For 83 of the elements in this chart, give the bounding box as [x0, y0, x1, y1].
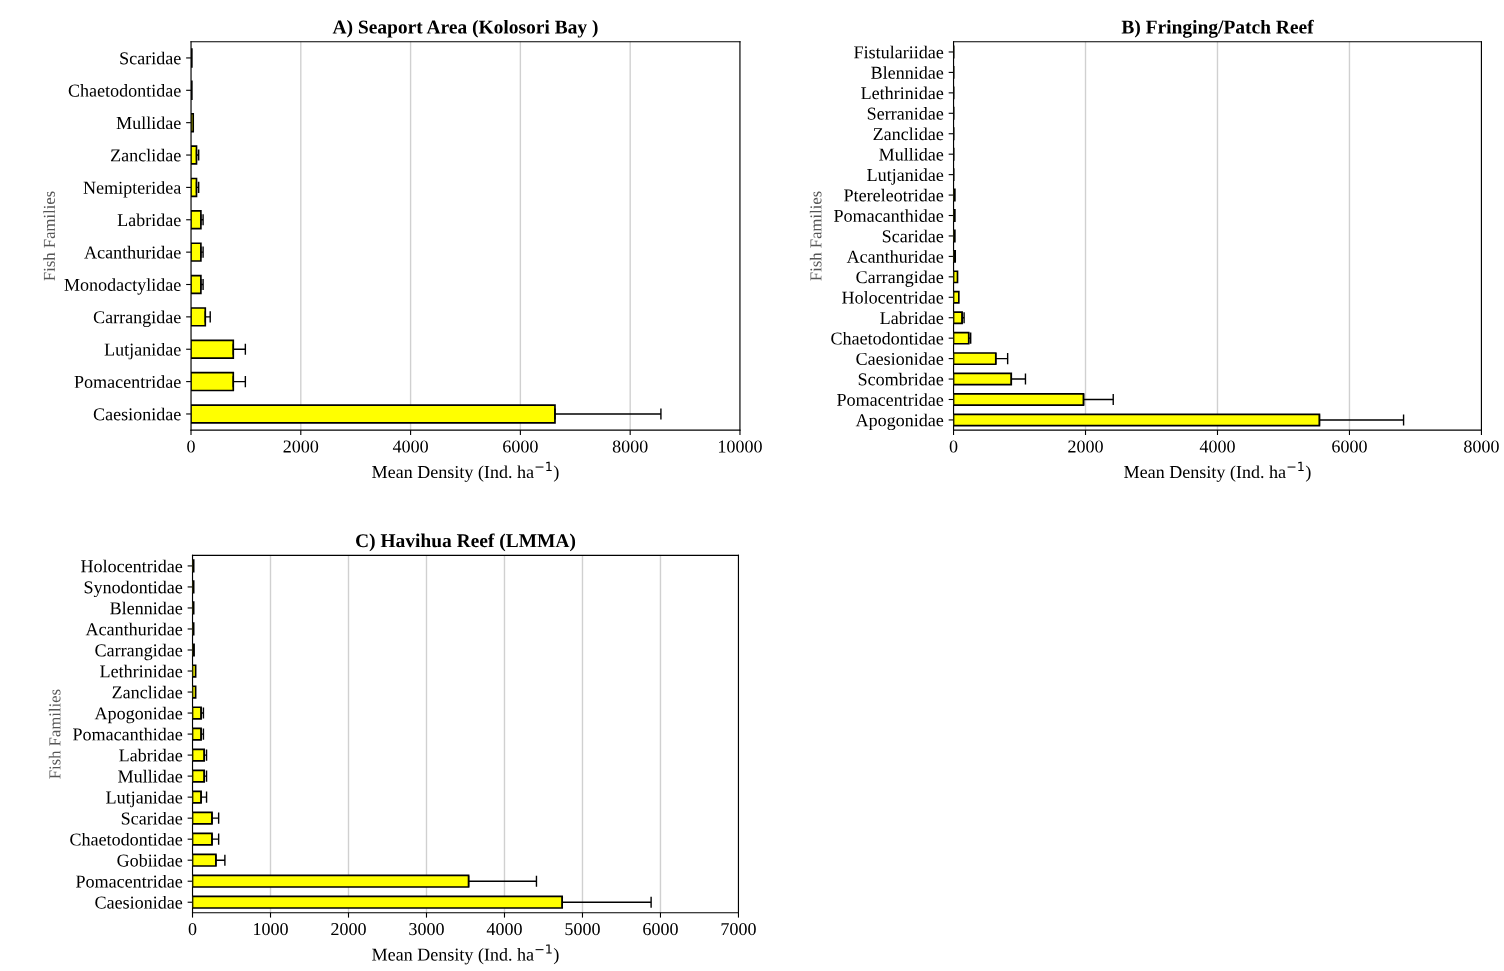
y-tick-label: Pomacanthidae: [73, 727, 183, 741]
y-tick-label: Lutjanidae: [106, 790, 183, 808]
y-tick-label: Mullidae: [879, 147, 944, 161]
y-tick-label: Blennidae: [871, 66, 944, 79]
y-tick-label: Lutjanidae: [104, 342, 181, 360]
bar: [192, 811, 213, 825]
y-tick-label: Caesionidae: [95, 895, 183, 909]
y-tick-label: Carrangidae: [93, 310, 181, 328]
y-tick-label: Scombridae: [858, 372, 944, 386]
x-tick-label: 6000: [643, 922, 678, 936]
y-tick-label: Scaridae: [121, 811, 183, 825]
chart-title: B) Fringing/Patch Reef: [1121, 19, 1314, 38]
y-tick-label: Pomacanthidae: [834, 209, 944, 222]
y-tick-label: Holocentridae: [842, 291, 944, 304]
x-axis-title: Mean Density (Ind. ha$^{−1}$): [372, 461, 559, 482]
x-axis-title: Mean Density (Ind. ha$^{−1}$): [1124, 461, 1311, 482]
y-tick-label: Fistulariidae: [854, 45, 944, 59]
x-tick-label: 0: [188, 922, 197, 936]
x-tick-label: 1000: [254, 922, 288, 936]
y-tick-label: Ptereleotridae: [844, 188, 944, 202]
y-tick-label: Labridae: [880, 311, 944, 325]
y-tick-label: Pomacentridae: [837, 393, 944, 406]
y-tick-label: Serranidae: [867, 107, 944, 120]
bar: [953, 331, 970, 345]
y-tick-label: Acanthuridae: [846, 250, 944, 263]
bar: [953, 290, 960, 304]
x-axis-title: Mean Density (Ind. ha$^{−1}$): [372, 944, 559, 965]
y-tick-label: Apogonidae: [94, 706, 183, 724]
x-tick-label: 0: [187, 440, 195, 453]
x-tick-label: 3000: [409, 922, 444, 936]
x-tick-label: 6000: [1332, 440, 1367, 453]
y-tick-label: Carrangidae: [95, 643, 183, 661]
x-tick-label: 5000: [565, 922, 600, 936]
y-tick-label: Carrangidae: [856, 270, 944, 287]
y-tick-label: Lethrinidae: [861, 86, 944, 100]
y-tick-label: Gobiidae: [117, 853, 183, 867]
y-tick-label: Chaetodontidae: [831, 331, 944, 345]
x-tick-label: 4000: [392, 440, 428, 453]
x-tick-label: 2000: [331, 922, 366, 936]
x-tick-label: 10000: [718, 440, 762, 453]
x-tick-label: 4000: [486, 922, 522, 936]
y-tick-label: Zanclidae: [110, 148, 181, 162]
x-tick-label: 6000: [503, 440, 538, 453]
chart-title: C) Havihua Reef (LMMA): [356, 533, 576, 552]
bar: [192, 853, 217, 867]
y-tick-label: Labridae: [117, 213, 181, 227]
bar: [192, 748, 206, 762]
x-tick-label: 2000: [283, 440, 319, 453]
y-tick-label: Lethrinidae: [100, 664, 183, 678]
y-tick-label: Mullidae: [118, 769, 183, 783]
bar: [192, 832, 213, 846]
x-tick-label: 8000: [612, 440, 648, 453]
x-tick-label: 4000: [1199, 440, 1235, 453]
y-tick-label: Blennidae: [110, 601, 183, 615]
y-tick-label: Caesionidae: [856, 352, 944, 366]
x-tick-label: 2000: [1068, 440, 1103, 453]
y-tick-label: Scaridae: [882, 229, 944, 243]
y-tick-label: Zanclidae: [873, 127, 944, 141]
y-tick-label: Chaetodontidae: [68, 84, 181, 97]
x-tick-label: 8000: [1464, 440, 1499, 453]
y-tick-label: Synodontidae: [84, 580, 183, 598]
y-tick-label: Nemipteridea: [83, 181, 182, 198]
y-axis-title: Fish Families: [43, 191, 56, 281]
bar: [192, 769, 206, 783]
y-tick-label: Acanthuridae: [85, 622, 183, 636]
y-tick-label: Zanclidae: [112, 685, 183, 699]
y-tick-label: Monodactylidae: [64, 278, 181, 295]
y-axis-title: Fish Families: [48, 689, 61, 779]
y-tick-label: Pomacentridae: [74, 375, 181, 389]
y-tick-label: Labridae: [119, 748, 183, 762]
x-tick-label: 7000: [721, 922, 756, 936]
y-tick-label: Apogonidae: [855, 413, 944, 431]
y-tick-label: Acanthuridae: [84, 245, 181, 259]
y-tick-label: Lutjanidae: [867, 168, 944, 185]
y-tick-label: Holocentridae: [81, 559, 183, 573]
y-tick-label: Pomacentridae: [76, 874, 183, 888]
x-tick-label: 0: [949, 440, 958, 453]
y-axis-title: Fish Families: [809, 191, 822, 281]
y-tick-label: Mullidae: [116, 116, 181, 130]
chart-title: A) Seaport Area (Kolosori Bay ): [332, 19, 598, 38]
y-tick-label: Caesionidae: [93, 407, 181, 421]
y-tick-label: Scaridae: [120, 51, 181, 65]
y-tick-label: Chaetodontidae: [70, 832, 183, 846]
